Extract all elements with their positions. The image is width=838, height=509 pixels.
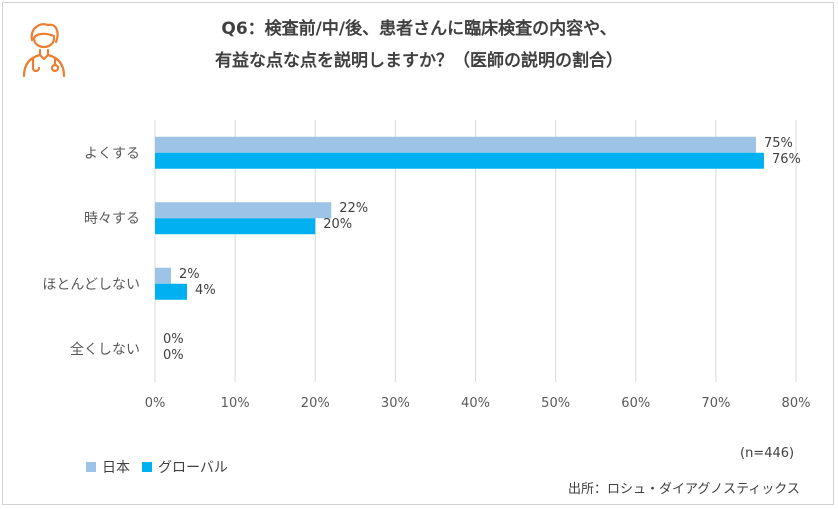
data-label-japan: 0%	[163, 332, 184, 348]
bar-japan	[155, 267, 172, 284]
x-tick-label: 10%	[220, 396, 250, 411]
x-tick-label: 80%	[781, 396, 811, 411]
data-label-global: 4%	[195, 282, 216, 298]
data-label-japan: 75%	[763, 135, 793, 151]
legend-swatch-global	[142, 462, 152, 472]
bar-global	[155, 152, 764, 169]
chart-title-line2: 有益な点な点を説明しますか？（医師の説明の割合）	[215, 51, 623, 71]
x-tick-label: 30%	[380, 396, 410, 411]
legend-label-japan: 日本	[102, 460, 130, 476]
y-category-label: よくする	[84, 145, 140, 162]
x-tick-label: 20%	[300, 396, 330, 411]
bar-japan	[155, 136, 756, 153]
bar-global	[155, 218, 316, 235]
sample-size-note: (n=446)	[740, 446, 795, 461]
x-tick-label: 0%	[144, 396, 166, 411]
data-label-japan: 22%	[339, 201, 369, 217]
y-category-label: 時々する	[84, 211, 140, 228]
bar-japan	[155, 202, 332, 219]
chart-legend: 日本 グローバル	[86, 457, 228, 477]
doctor-icon	[22, 23, 66, 78]
chart-title-line1: Q6：検査前/中/後、患者さんに臨床検査の内容や、	[221, 19, 617, 39]
y-category-label: ほとんどしない	[42, 276, 140, 293]
bar-global	[155, 283, 188, 300]
data-label-global: 0%	[163, 348, 184, 364]
data-label-japan: 2%	[179, 266, 200, 282]
data-label-global: 76%	[771, 151, 801, 167]
y-category-label: 全くしない	[70, 342, 140, 359]
source-note: 出所：ロシュ・ダイアグノスティックス	[568, 482, 800, 497]
data-label-global: 20%	[323, 217, 353, 233]
x-tick-label: 50%	[541, 396, 571, 411]
x-tick-label: 70%	[701, 396, 731, 411]
x-tick-label: 60%	[621, 396, 651, 411]
legend-label-global: グローバル	[158, 460, 228, 476]
legend-swatch-japan	[86, 462, 96, 472]
x-tick-label: 40%	[461, 396, 490, 411]
